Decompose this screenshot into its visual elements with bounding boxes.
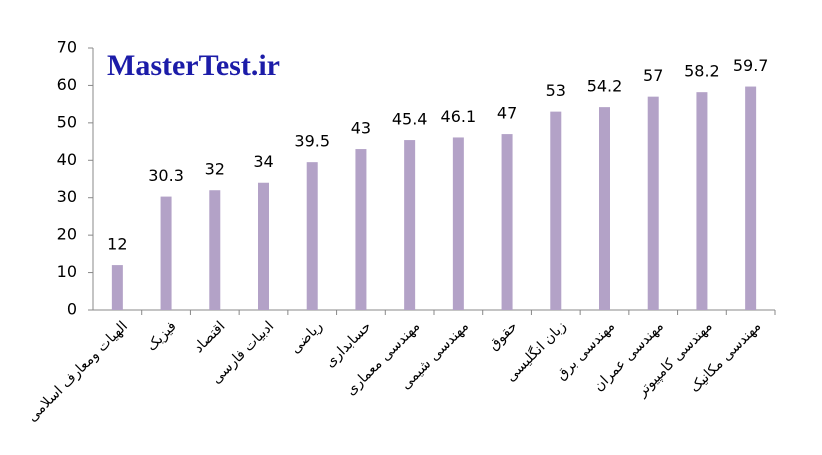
- watermark: MasterTest.ir: [107, 49, 280, 82]
- bar: [111, 265, 123, 310]
- bar: [306, 162, 318, 310]
- x-tick-label: حقوق: [485, 318, 520, 353]
- bar: [501, 134, 513, 310]
- bar: [745, 86, 757, 311]
- value-label: 34: [253, 152, 273, 171]
- y-tick-label: 0: [67, 300, 77, 319]
- y-tick-label: 30: [57, 187, 77, 206]
- bar: [696, 92, 708, 310]
- value-label: 32: [205, 160, 225, 179]
- value-label: 30.3: [148, 166, 184, 185]
- value-label: 54.2: [587, 77, 623, 96]
- value-label: 12: [107, 235, 127, 254]
- value-label: 43: [351, 119, 371, 138]
- y-tick-label: 70: [57, 38, 77, 57]
- bar: [404, 140, 416, 310]
- value-label: 59.7: [733, 56, 769, 75]
- bar: [647, 96, 659, 311]
- x-tick-label: اقتصاد: [191, 318, 229, 356]
- x-tick-label: ریاضی: [287, 318, 326, 357]
- y-tick-label: 20: [57, 225, 77, 244]
- bar: [452, 137, 464, 310]
- value-label: 57: [643, 66, 663, 85]
- y-tick-label: 50: [57, 112, 77, 131]
- value-label: 39.5: [294, 132, 330, 151]
- bar: [355, 149, 367, 310]
- y-tick-label: 40: [57, 150, 77, 169]
- value-label: 53: [546, 81, 566, 100]
- bar: [599, 107, 610, 310]
- value-label: 45.4: [392, 110, 428, 129]
- x-tick-label: فیزیک: [144, 318, 180, 354]
- value-label: 46.1: [441, 107, 477, 126]
- bar: [160, 196, 172, 310]
- value-label: 47: [497, 104, 517, 123]
- y-tick-label: 60: [57, 75, 77, 94]
- bar: [209, 190, 221, 310]
- bar: [550, 111, 562, 310]
- x-tick-label: الهیات ومعارف اسلامی: [24, 318, 131, 425]
- value-label: 58.2: [684, 62, 720, 81]
- y-tick-label: 10: [57, 262, 77, 281]
- bar: [258, 182, 269, 310]
